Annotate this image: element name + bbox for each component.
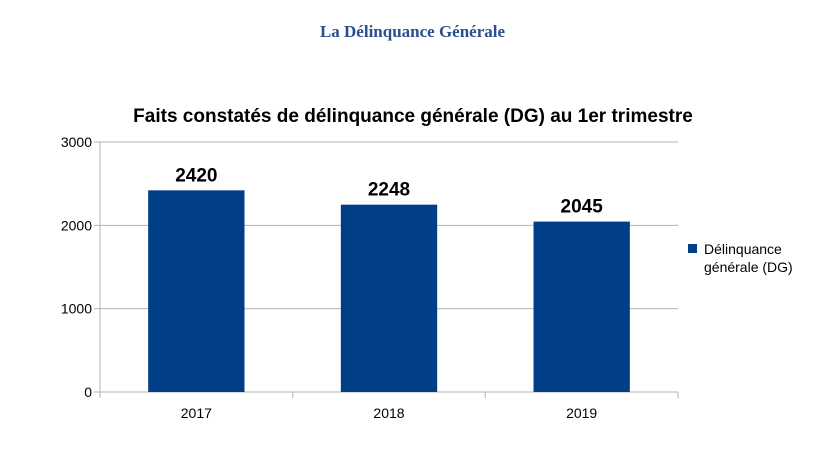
x-tick-label: 2019 bbox=[566, 405, 597, 421]
page-title: La Délinquance Générale bbox=[319, 22, 506, 41]
x-tick-label: 2018 bbox=[373, 405, 404, 421]
labels: 0 1000 2000 3000 2420 2017 2248 2018 2045 2019 bbox=[61, 134, 603, 421]
bar-2019 bbox=[533, 221, 630, 392]
legend-swatch bbox=[688, 244, 697, 253]
y-tick-label: 3000 bbox=[61, 134, 92, 150]
bar-2017 bbox=[148, 190, 245, 392]
bars bbox=[148, 190, 630, 392]
bar-2018 bbox=[340, 204, 438, 392]
data-label-2017: 2420 bbox=[175, 165, 217, 186]
y-tick-label: 2000 bbox=[61, 217, 92, 233]
legend-label: Délinquance générale (DG) bbox=[704, 241, 793, 275]
data-label-2019: 2045 bbox=[561, 197, 604, 218]
y-tick-label: 1000 bbox=[61, 301, 92, 317]
y-tick-label: 0 bbox=[84, 384, 92, 400]
chart-title: Faits constatés de délinquance générale … bbox=[133, 106, 693, 127]
data-label-2018: 2248 bbox=[368, 180, 410, 201]
x-tick-label: 2017 bbox=[181, 405, 212, 421]
